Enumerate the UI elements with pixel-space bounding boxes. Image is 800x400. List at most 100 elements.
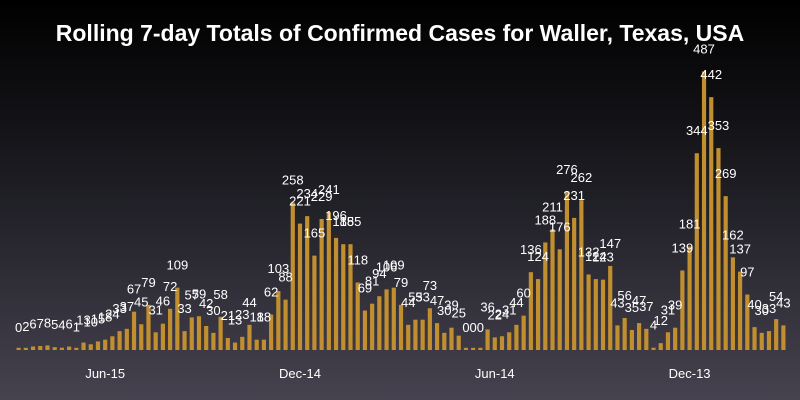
bar-29	[225, 337, 230, 350]
bar-24	[189, 317, 194, 350]
bar-label-96: 442	[700, 67, 722, 82]
bar-57	[427, 308, 432, 350]
bar-80	[593, 279, 598, 350]
bar-77	[572, 217, 577, 350]
bar-label-83: 43	[610, 295, 624, 310]
bar-64	[478, 347, 483, 350]
bar-35	[269, 314, 274, 350]
bar-label-46: 185	[340, 214, 362, 229]
bar-34	[261, 339, 266, 350]
bar-84	[622, 317, 627, 350]
bar-label-44: 196	[325, 208, 347, 223]
bar-95	[701, 71, 707, 350]
bar-28	[218, 316, 223, 350]
bar-label-17: 45	[134, 294, 148, 309]
bar-15	[124, 328, 129, 350]
bar-65	[485, 329, 490, 350]
bar-81	[600, 279, 606, 350]
bar-label-55: 53	[408, 290, 422, 305]
bar-2	[30, 346, 36, 350]
bar-8	[74, 347, 79, 350]
bar-97	[716, 148, 721, 350]
bar-label-54: 44	[401, 295, 415, 310]
bar-label-92: 139	[672, 240, 694, 255]
bar-label-105: 54	[769, 289, 783, 304]
bar-label-56: 53	[415, 290, 429, 305]
chart-title: Rolling 7-day Totals of Confirmed Cases …	[55, 20, 745, 46]
bar-12	[103, 339, 108, 350]
bar-86	[637, 323, 642, 350]
bar-label-75: 176	[549, 219, 571, 234]
bar-38	[290, 202, 295, 350]
bar-94	[694, 153, 699, 350]
bar-31	[240, 336, 245, 350]
bar-6	[59, 347, 64, 350]
bar-label-8: 1	[73, 319, 80, 334]
bar-30	[232, 342, 238, 350]
bar-49	[370, 303, 375, 350]
bar-58	[434, 323, 440, 350]
bar-label-15: 37	[120, 299, 134, 314]
bar-label-2: 6	[29, 317, 36, 332]
bar-104	[766, 331, 772, 350]
bar-label-68: 31	[502, 302, 516, 317]
bar-label-79: 132	[578, 245, 600, 260]
bar-68	[507, 332, 512, 350]
bar-20	[160, 323, 165, 350]
bar-42	[319, 219, 324, 350]
bar-label-101: 97	[740, 265, 754, 280]
bar-3	[38, 346, 43, 350]
bar-56	[420, 319, 425, 350]
bar-label-84: 56	[617, 288, 631, 303]
bar-43	[326, 212, 331, 350]
bar-label-72: 124	[527, 249, 549, 264]
bar-93	[687, 246, 692, 350]
bar-7	[67, 346, 72, 350]
bar-label-10: 10	[84, 314, 98, 329]
bar-label-32: 44	[242, 295, 256, 310]
bar-92	[680, 270, 685, 350]
bar-label-62: 0	[462, 320, 469, 335]
bar-83	[615, 325, 620, 350]
bar-label-25: 59	[192, 286, 206, 301]
bar-label-16: 67	[127, 282, 141, 297]
bar-label-88: 4	[650, 318, 657, 333]
bar-label-77: 231	[563, 188, 585, 203]
bar-label-34: 18	[257, 310, 271, 325]
bar-73	[543, 242, 548, 350]
bar-label-71: 136	[520, 242, 542, 257]
bar-label-94: 344	[686, 123, 708, 138]
bar-label-64: 0	[477, 320, 484, 335]
bar-60	[449, 327, 454, 350]
bar-54	[406, 324, 411, 350]
bar-18	[146, 304, 151, 350]
bar-75	[557, 249, 562, 350]
bar-label-38: 258	[282, 172, 304, 187]
bar-label-35: 62	[264, 285, 278, 300]
x-tick-label-2: Jun-14	[475, 366, 515, 381]
bar-99	[730, 257, 735, 350]
bar-78	[579, 200, 584, 350]
bar-41	[312, 255, 317, 350]
bar-label-98: 269	[715, 166, 737, 181]
bar-label-73: 188	[534, 212, 556, 227]
bar-88	[651, 347, 656, 350]
bar-label-40: 234	[296, 186, 318, 201]
bar-label-39: 221	[289, 194, 311, 209]
bar-53	[398, 304, 404, 350]
x-tick-label-3: Dec-13	[669, 366, 711, 381]
bar-76	[564, 192, 570, 350]
bar-label-31: 23	[235, 307, 249, 322]
bar-21	[168, 308, 173, 350]
bar-70	[521, 315, 526, 350]
bar-48	[362, 310, 368, 350]
bar-label-48: 69	[358, 281, 372, 296]
bar-label-69: 44	[509, 295, 523, 310]
bar-label-59: 30	[437, 303, 451, 318]
bar-label-6: 4	[58, 318, 65, 333]
bar-label-63: 0	[470, 320, 477, 335]
bar-label-53: 79	[394, 275, 408, 290]
bar-label-90: 31	[661, 302, 675, 317]
bar-label-19: 31	[148, 302, 162, 317]
bar-label-49: 81	[365, 274, 379, 289]
